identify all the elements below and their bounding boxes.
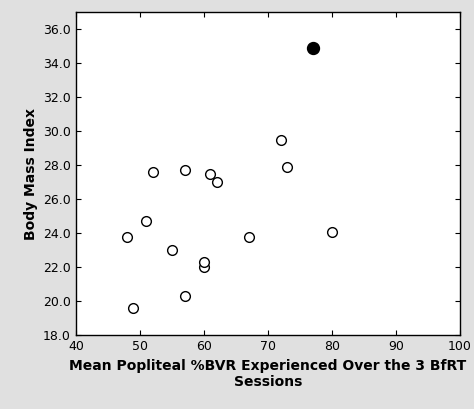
Point [168,247,175,254]
Point [213,179,220,186]
Point [181,167,188,174]
Point [149,169,156,175]
Point [309,45,317,51]
Point [181,293,188,299]
Y-axis label: Body Mass Index: Body Mass Index [24,108,37,240]
Point [328,228,336,235]
Point [123,234,131,240]
Point [200,264,208,271]
X-axis label: Mean Popliteal %BVR Experienced Over the 3 BfRT
Sessions: Mean Popliteal %BVR Experienced Over the… [69,359,466,389]
Point [283,164,291,170]
Point [277,137,284,143]
Point [206,171,214,177]
Point [129,305,137,311]
Point [200,259,208,265]
Point [245,234,252,240]
Point [142,218,150,225]
